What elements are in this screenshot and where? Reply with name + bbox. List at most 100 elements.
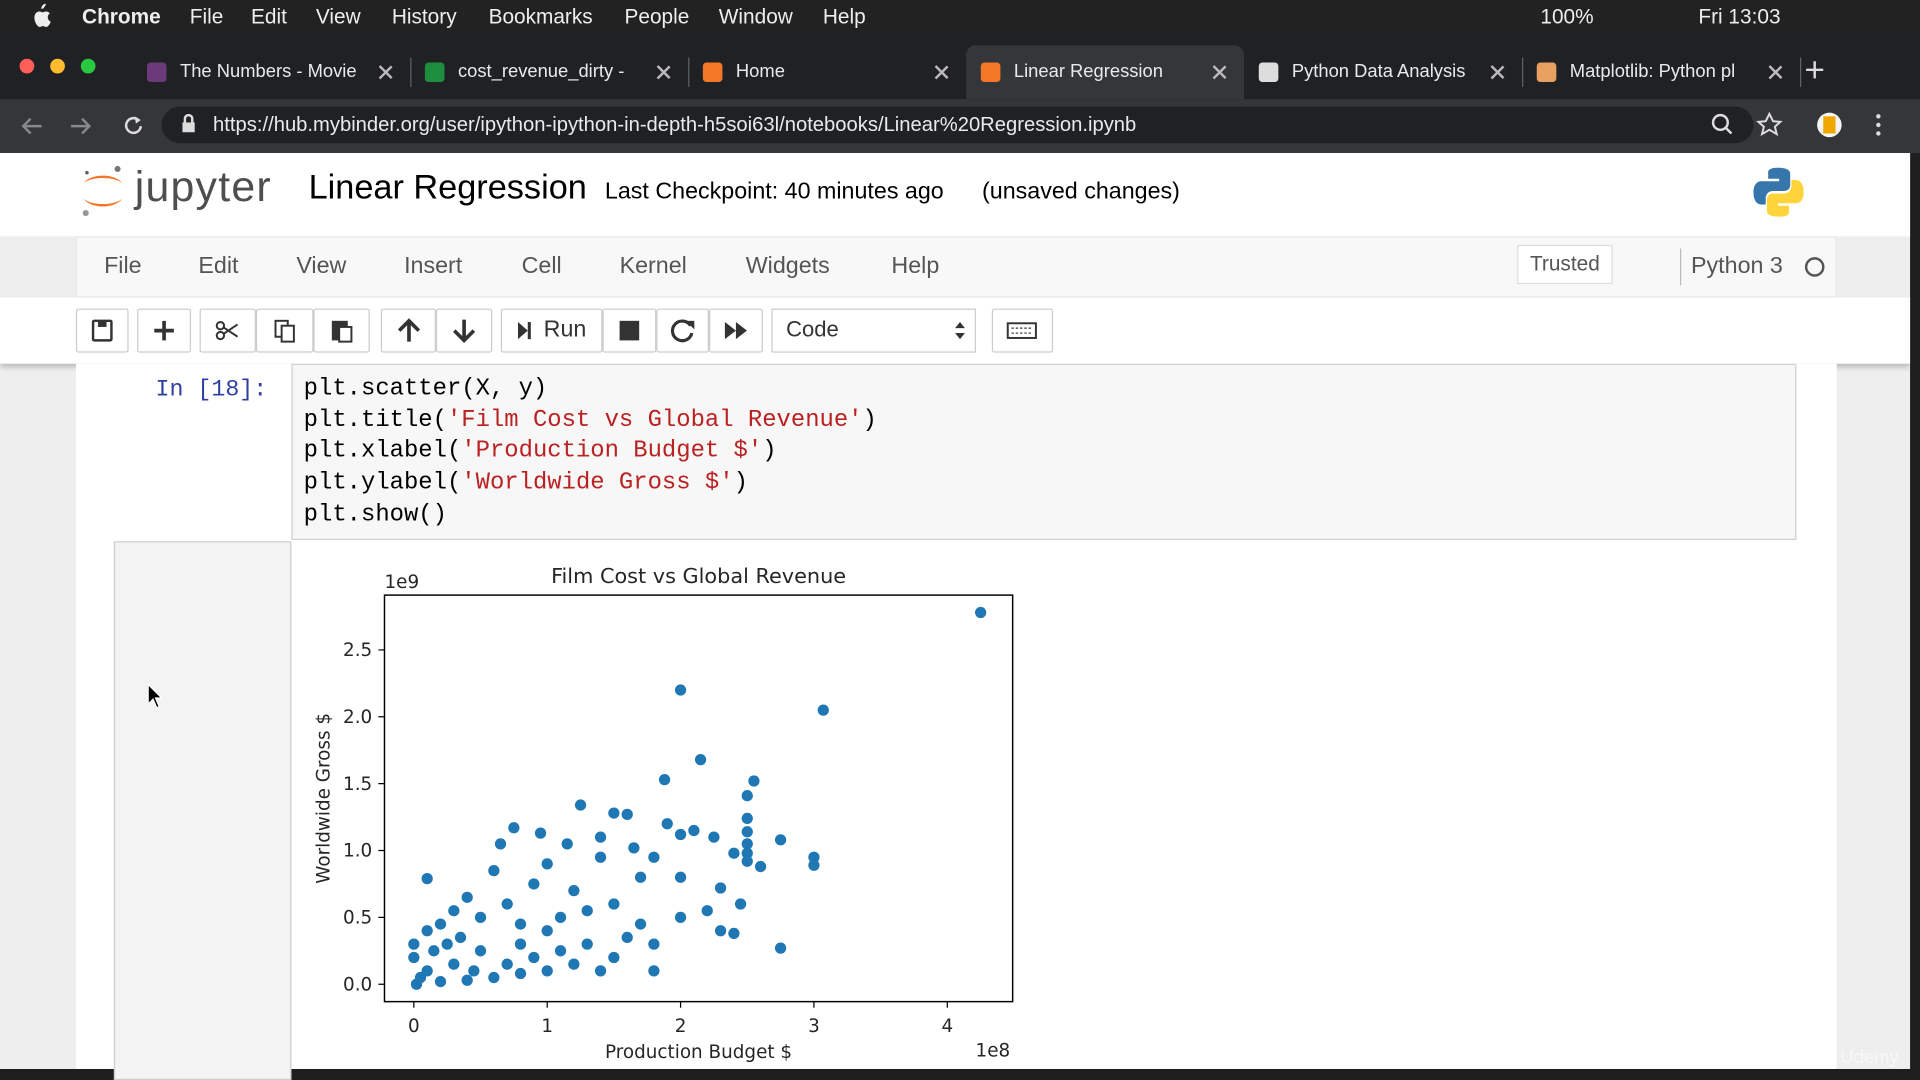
cell-type-label[interactable]: Code bbox=[786, 317, 839, 342]
code-line[interactable]: plt.title('Film Cost vs Global Revenue') bbox=[303, 406, 877, 434]
tab[interactable]: Matplotlib: Python pl bbox=[1522, 45, 1802, 99]
tab-title[interactable]: Python Data Analysis bbox=[1291, 61, 1466, 83]
tab[interactable]: Linear Regression bbox=[966, 45, 1245, 100]
stop-button[interactable] bbox=[602, 308, 657, 353]
restart-button[interactable] bbox=[656, 308, 709, 353]
tab-close[interactable] bbox=[1768, 65, 1783, 80]
trusted-indicator[interactable]: Trusted bbox=[1517, 244, 1613, 285]
keyboard-button[interactable] bbox=[991, 308, 1054, 353]
point bbox=[714, 882, 727, 894]
output-prompt[interactable] bbox=[113, 541, 292, 1080]
notebook-menu-item[interactable]: Cell bbox=[521, 253, 562, 280]
point bbox=[514, 918, 527, 930]
insert-button[interactable] bbox=[137, 308, 192, 353]
menubar-item[interactable]: Window bbox=[718, 4, 793, 29]
code-line[interactable]: plt.xlabel('Production Budget $') bbox=[303, 437, 777, 465]
notebook-menu-item[interactable]: View bbox=[296, 253, 347, 280]
tab-favicon bbox=[1536, 62, 1557, 83]
move-up-button[interactable] bbox=[380, 308, 436, 353]
url[interactable]: https://hub.mybinder.org/user/ipython-ip… bbox=[213, 113, 1137, 136]
menubar-item[interactable]: Edit bbox=[251, 4, 287, 29]
url-field[interactable] bbox=[161, 106, 1754, 144]
input-prompt: In [18]: bbox=[155, 375, 268, 403]
notebook-menu-item[interactable]: Insert bbox=[404, 253, 463, 280]
jupyter-wordmark[interactable]: jupyter bbox=[134, 162, 272, 211]
point bbox=[701, 905, 713, 917]
notebook-menu-item[interactable]: Kernel bbox=[619, 253, 687, 280]
new-tab[interactable] bbox=[1805, 60, 1825, 80]
tab-separator bbox=[410, 57, 412, 87]
tab-favicon bbox=[702, 62, 723, 83]
notebook-menu-item[interactable]: Help bbox=[891, 253, 940, 280]
point bbox=[508, 822, 520, 834]
window-controls[interactable] bbox=[17, 58, 98, 75]
plot-frame bbox=[383, 594, 1014, 1003]
tab-close[interactable] bbox=[656, 65, 671, 80]
notebook-menu-item[interactable]: File bbox=[104, 253, 142, 280]
menubar-item[interactable]: File bbox=[189, 4, 224, 29]
tab[interactable]: The Numbers - Movie bbox=[132, 45, 412, 99]
menubar-item[interactable]: Help bbox=[822, 4, 866, 29]
menubar-item[interactable]: View bbox=[315, 4, 361, 29]
point bbox=[674, 828, 687, 841]
save-button[interactable] bbox=[75, 308, 129, 353]
code[interactable]: plt.scatter(X, y) plt.title('Film Cost vs… bbox=[304, 373, 877, 530]
notebook-title[interactable]: Linear Regression bbox=[308, 167, 587, 206]
paste-button[interactable] bbox=[313, 308, 370, 353]
tab[interactable]: cost_revenue_dirty - bbox=[410, 45, 690, 99]
y-axis-label: Worldwide Gross $ bbox=[313, 713, 334, 884]
browser-icons[interactable] bbox=[1709, 111, 1893, 138]
tab-separator bbox=[1800, 57, 1802, 87]
point bbox=[608, 951, 620, 964]
code-line[interactable]: plt.ylabel('Worldwide Gross $') bbox=[303, 469, 748, 497]
code-line[interactable]: plt.show() bbox=[303, 500, 447, 528]
point bbox=[728, 847, 740, 859]
tab[interactable]: Home bbox=[688, 45, 966, 99]
battery: 100% bbox=[1540, 4, 1594, 29]
point bbox=[461, 974, 473, 986]
tab-title[interactable]: The Numbers - Movie bbox=[180, 61, 357, 83]
point bbox=[501, 898, 513, 910]
y-tick-label: 2.5 bbox=[343, 640, 372, 661]
tab-title[interactable]: Home bbox=[735, 61, 785, 83]
menubar-item[interactable]: Bookmarks bbox=[488, 4, 593, 29]
menubar-item[interactable]: History bbox=[391, 4, 457, 29]
nav-buttons[interactable] bbox=[20, 114, 155, 138]
move-down-button[interactable] bbox=[435, 308, 493, 353]
apple-icon[interactable] bbox=[29, 3, 51, 28]
point bbox=[808, 859, 820, 871]
tab[interactable]: Python Data Analysis bbox=[1244, 45, 1524, 99]
jupyter-logo[interactable] bbox=[78, 164, 127, 218]
separator bbox=[1680, 248, 1682, 286]
point bbox=[541, 965, 553, 977]
point bbox=[694, 753, 707, 766]
code-input[interactable] bbox=[291, 363, 1797, 540]
point bbox=[474, 945, 487, 957]
menubar-item[interactable]: Chrome bbox=[82, 4, 161, 29]
point bbox=[774, 834, 787, 846]
notebook-menu-item[interactable]: Edit bbox=[198, 253, 239, 280]
tab-close[interactable] bbox=[1212, 65, 1227, 80]
tab-title[interactable]: Linear Regression bbox=[1013, 61, 1163, 83]
kernel-name[interactable]: Python 3 bbox=[1691, 253, 1783, 280]
run-all-button[interactable] bbox=[708, 308, 763, 353]
kernel-status bbox=[1804, 257, 1825, 277]
point bbox=[648, 851, 660, 863]
menubar-item[interactable]: People bbox=[624, 4, 690, 29]
point bbox=[581, 938, 593, 950]
tab-title[interactable]: cost_revenue_dirty - bbox=[457, 61, 625, 83]
tab-close[interactable] bbox=[378, 65, 393, 80]
tab-title[interactable]: Matplotlib: Python pl bbox=[1569, 61, 1736, 83]
point bbox=[574, 799, 587, 811]
tab-close[interactable] bbox=[934, 65, 949, 80]
run-label[interactable]: Run bbox=[543, 317, 587, 343]
notebook-menu-item[interactable]: Widgets bbox=[745, 253, 830, 280]
cell-type-select[interactable] bbox=[771, 308, 976, 353]
code-line[interactable]: plt.scatter(X, y) bbox=[303, 374, 548, 402]
point bbox=[534, 827, 547, 839]
copy-button[interactable] bbox=[255, 308, 314, 353]
run-button[interactable] bbox=[500, 308, 603, 353]
point bbox=[658, 774, 671, 786]
cut-button[interactable] bbox=[199, 308, 256, 353]
tab-close[interactable] bbox=[1490, 65, 1505, 80]
